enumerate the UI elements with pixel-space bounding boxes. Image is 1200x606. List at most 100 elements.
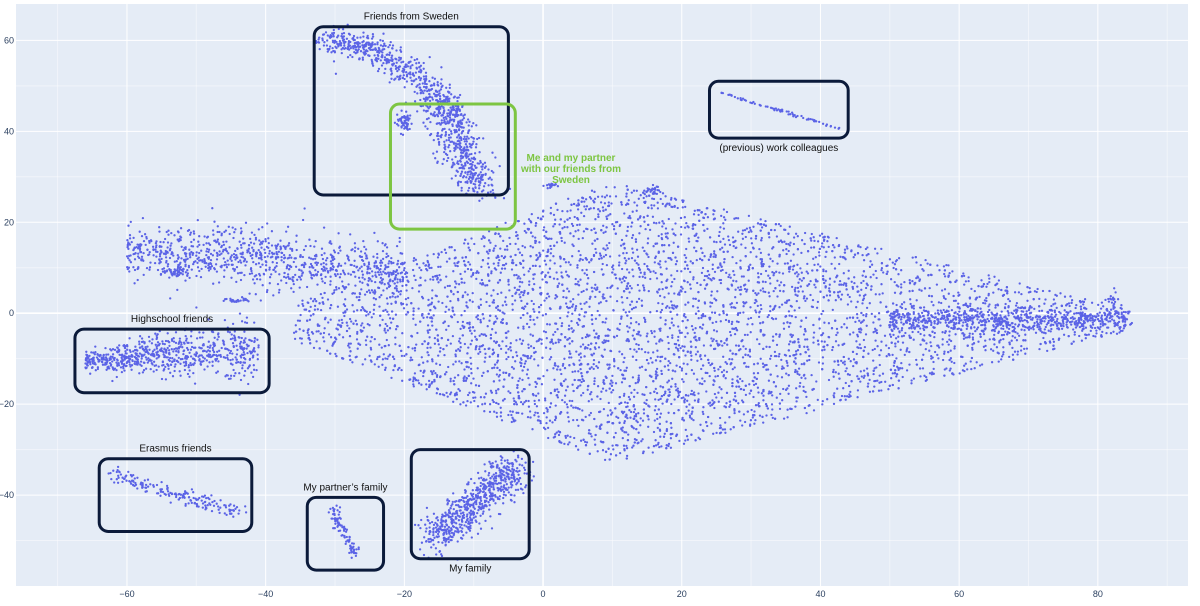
scatter-point: [643, 220, 646, 223]
scatter-point: [604, 321, 607, 324]
scatter-point: [874, 269, 877, 273]
scatter-point: [768, 277, 772, 280]
scatter-point: [852, 256, 855, 259]
scatter-point: [788, 314, 791, 317]
scatter-point: [552, 367, 555, 370]
scatter-point: [426, 254, 429, 257]
scatter-point: [782, 327, 786, 330]
scatter-point: [587, 400, 590, 403]
scatter-point: [407, 345, 410, 349]
scatter-point: [329, 336, 333, 339]
scatter-point: [692, 213, 696, 216]
scatter-point: [425, 383, 428, 386]
scatter-point: [936, 264, 939, 267]
scatter-point: [642, 216, 646, 219]
scatter-point: [664, 306, 668, 309]
scatter-point: [931, 330, 934, 333]
scatter-point: [399, 280, 402, 283]
scatter-point: [759, 272, 763, 276]
scatter-point: [615, 415, 618, 418]
scatter-point: [682, 419, 686, 422]
scatter-point: [743, 420, 747, 424]
scatter-point: [585, 268, 588, 272]
scatter-point: [873, 315, 877, 318]
scatter-point: [419, 320, 422, 323]
scatter-point: [724, 361, 727, 364]
scatter-point: [307, 328, 310, 331]
scatter-point: [700, 357, 703, 361]
scatter-point: [1092, 334, 1095, 338]
scatter-point: [962, 272, 965, 275]
scatter-point: [823, 321, 826, 324]
scatter-point: [667, 292, 670, 295]
scatter-point: [590, 228, 593, 232]
scatter-point: [836, 274, 839, 277]
scatter-point: [420, 268, 423, 272]
scatter-point: [651, 451, 654, 454]
scatter-point: [726, 287, 729, 290]
scatter-point: [557, 341, 560, 344]
scatter-point: [848, 295, 851, 299]
scatter-point: [842, 272, 845, 275]
scatter-point: [694, 353, 698, 356]
scatter-point: [987, 294, 990, 297]
scatter-point: [499, 271, 502, 274]
scatter-point: [560, 275, 563, 278]
scatter-point: [734, 399, 738, 402]
scatter-point: [762, 290, 765, 293]
scatter-point: [537, 305, 541, 309]
scatter-point: [414, 378, 418, 382]
scatter-point: [760, 258, 764, 261]
scatter-point: [1099, 307, 1103, 310]
scatter-point: [682, 349, 685, 352]
scatter-point: [603, 458, 607, 462]
scatter-point: [335, 354, 338, 358]
scatter-point: [676, 395, 680, 399]
scatter-point: [749, 306, 752, 309]
scatter-point: [384, 322, 387, 326]
scatter-point: [602, 293, 605, 296]
scatter-point: [639, 417, 642, 420]
scatter-point: [639, 334, 642, 337]
scatter-point: [580, 372, 583, 375]
scatter-point: [441, 301, 444, 305]
scatter-point: [469, 401, 472, 404]
scatter-point: [517, 391, 520, 394]
scatter-point: [696, 306, 699, 309]
scatter-point: [463, 309, 466, 313]
scatter-point: [435, 294, 438, 298]
scatter-point: [612, 436, 616, 439]
scatter-point: [806, 338, 809, 341]
scatter-point: [503, 300, 507, 303]
scatter-point: [860, 288, 863, 291]
scatter-point: [492, 400, 495, 404]
scatter-point: [654, 387, 657, 391]
scatter-point: [880, 340, 883, 343]
scatter-point: [292, 331, 296, 334]
scatter-point: [982, 345, 986, 348]
scatter-point: [697, 398, 700, 401]
scatter-point: [667, 341, 670, 345]
scatter-point: [748, 226, 752, 229]
scatter-point: [568, 356, 571, 359]
scatter-point: [862, 270, 866, 273]
scatter-point: [551, 421, 554, 424]
scatter-point: [1008, 299, 1012, 303]
scatter-point: [861, 253, 864, 257]
scatter-point: [643, 289, 646, 292]
scatter-point: [483, 396, 486, 399]
scatter-point: [562, 295, 565, 299]
scatter-point: [978, 295, 981, 299]
scatter-point: [293, 337, 297, 341]
scatter-point: [681, 416, 684, 420]
scatter-point: [611, 388, 615, 392]
scatter-point: [604, 450, 608, 453]
scatter-point: [316, 308, 319, 311]
scatter-point: [540, 342, 543, 345]
scatter-point: [642, 191, 645, 194]
scatter-point: [809, 279, 812, 283]
scatter-point: [637, 343, 640, 347]
scatter-point: [749, 389, 753, 392]
scatter-point: [386, 357, 389, 361]
scatter-point: [668, 306, 671, 309]
